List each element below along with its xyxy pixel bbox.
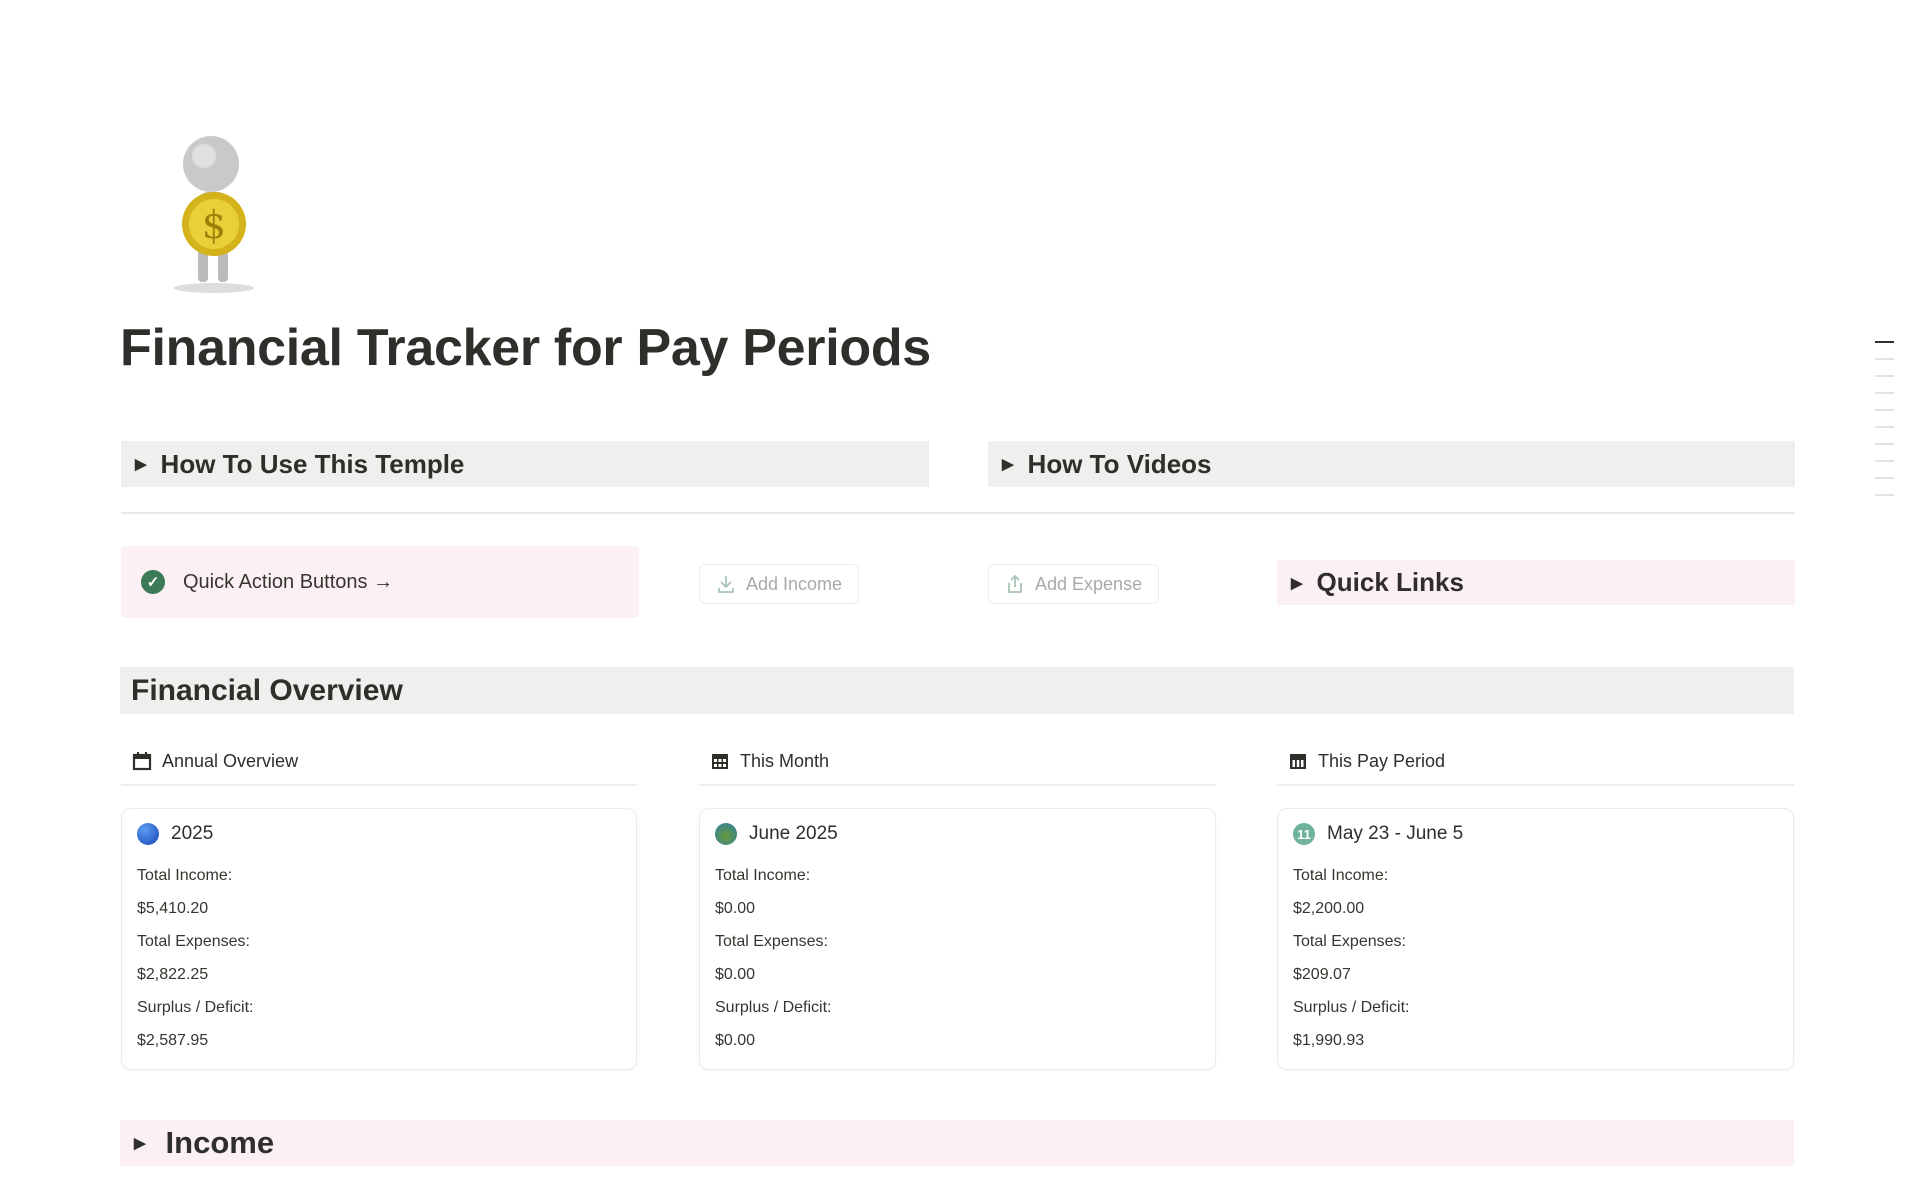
expenses-value: $2,822.25 <box>137 966 209 983</box>
surplus-value: $0.00 <box>715 1032 756 1049</box>
triangle-right-icon: ▶ <box>135 456 147 473</box>
income-label: Total Income: <box>137 867 233 884</box>
toggle-label: How To Videos <box>1027 448 1212 479</box>
card-title: June 2025 <box>749 823 838 844</box>
overview-card[interactable]: 2025 Total Income: $5,410.20 Total Expen… <box>121 808 637 1070</box>
triangle-right-icon: ▶ <box>134 1135 146 1152</box>
calendar-icon <box>132 752 152 771</box>
svg-text:$: $ <box>202 203 226 247</box>
surplus-label: Surplus / Deficit: <box>715 999 832 1016</box>
overview-column-pay-period: This Pay Period 11 May 23 - June 5 Total … <box>1277 738 1794 1070</box>
add-expense-button[interactable]: Add Expense <box>988 564 1160 604</box>
financial-overview-heading: Financial Overview <box>120 667 1794 714</box>
check-circle-icon: ✓ <box>141 570 165 594</box>
add-income-button[interactable]: Add Income <box>699 564 860 604</box>
toc-marker[interactable] <box>1875 477 1894 479</box>
triangle-right-icon: ▶ <box>1291 574 1303 592</box>
income-label: Total Income: <box>1293 867 1389 884</box>
add-income-label: Add Income <box>746 573 843 594</box>
expenses-label: Total Expenses: <box>137 933 250 950</box>
page-icon: $ <box>168 130 260 294</box>
column-header[interactable]: This Pay Period <box>1277 738 1794 786</box>
column-header[interactable]: Annual Overview <box>121 738 637 786</box>
column-header-label: This Pay Period <box>1318 750 1446 771</box>
toc-marker[interactable] <box>1875 409 1894 411</box>
toc-marker[interactable] <box>1875 460 1894 462</box>
overview-column-annual: Annual Overview 2025 Total Income: $5,41… <box>121 738 637 1070</box>
calendar-grid-icon <box>712 754 728 769</box>
surplus-value: $2,587.95 <box>137 1032 209 1049</box>
divider <box>121 512 1795 514</box>
income-value: $5,410.20 <box>137 900 209 917</box>
calendar-week-icon <box>1290 754 1306 769</box>
surplus-label: Surplus / Deficit: <box>1293 999 1410 1016</box>
toc-marker[interactable] <box>1875 375 1894 377</box>
card-title: May 23 - June 5 <box>1327 823 1464 844</box>
surplus-label: Surplus / Deficit: <box>137 999 254 1016</box>
column-header[interactable]: This Month <box>699 738 1216 786</box>
toggle-label: How To Use This Temple <box>160 448 465 479</box>
surplus-value: $1,990.93 <box>1293 1032 1365 1049</box>
expenses-value: $209.07 <box>1293 966 1351 983</box>
income-label: Total Income: <box>715 867 811 884</box>
toc-marker[interactable] <box>1875 392 1894 394</box>
expenses-value: $0.00 <box>715 966 756 983</box>
triangle-right-icon: ▶ <box>1002 456 1014 473</box>
page-title: Financial Tracker for Pay Periods <box>120 319 931 377</box>
download-icon <box>718 576 734 593</box>
toc-marker[interactable] <box>1875 443 1894 445</box>
column-header-label: Annual Overview <box>162 750 299 771</box>
income-value: $2,200.00 <box>1293 900 1365 917</box>
toggle-how-to-videos[interactable]: ▶ How To Videos <box>988 441 1795 487</box>
overview-column-month: This Month June 2025 Total Income: $0.00… <box>699 738 1216 1070</box>
heading-text: Financial Overview <box>131 673 403 707</box>
quick-action-label: Quick Action Buttons → <box>183 570 394 593</box>
blue-circle-icon <box>137 823 159 845</box>
toggle-quick-links[interactable]: ▶ Quick Links <box>1277 560 1795 605</box>
toc-marker[interactable] <box>1875 494 1894 496</box>
column-header-label: This Month <box>740 750 830 771</box>
expenses-label: Total Expenses: <box>1293 933 1406 950</box>
overview-card[interactable]: June 2025 Total Income: $0.00 Total Expe… <box>699 808 1216 1070</box>
add-expense-label: Add Expense <box>1035 573 1143 594</box>
toc-marker[interactable] <box>1875 358 1894 360</box>
toggle-label: Quick Links <box>1316 567 1464 597</box>
quick-action-callout: ✓ Quick Action Buttons → <box>121 546 639 618</box>
expenses-label: Total Expenses: <box>715 933 828 950</box>
toggle-how-to-use[interactable]: ▶ How To Use This Temple <box>121 441 929 487</box>
toc-marker[interactable] <box>1875 426 1894 428</box>
number-badge-icon: 11 <box>1293 823 1315 845</box>
income-value: $0.00 <box>715 900 756 917</box>
overview-card[interactable]: 11 May 23 - June 5 Total Income: $2,200.0… <box>1277 808 1794 1070</box>
card-title: 2025 <box>171 823 214 844</box>
toggle-label: Income <box>165 1125 275 1160</box>
upload-icon <box>1008 574 1022 593</box>
toggle-income[interactable]: ▶ Income <box>120 1120 1794 1166</box>
globe-icon <box>715 823 737 845</box>
toc-marker-active[interactable] <box>1875 341 1894 343</box>
